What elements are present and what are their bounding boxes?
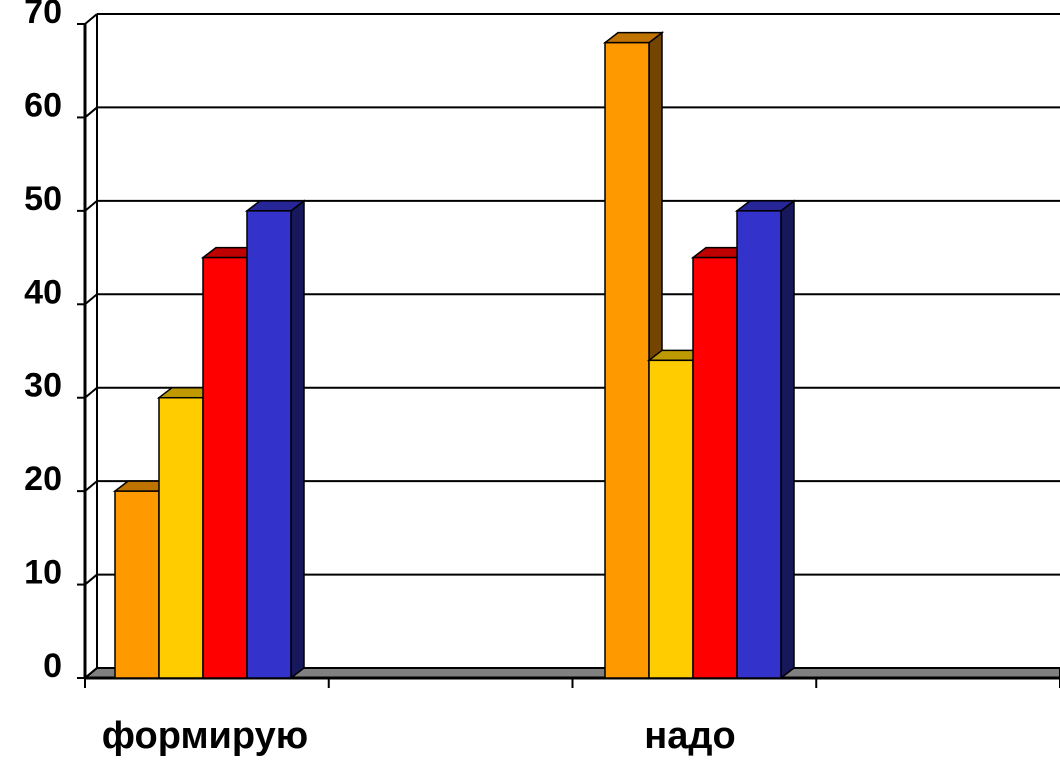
bar-front-face [692, 256, 738, 679]
bar-front-face [246, 210, 292, 679]
y-tick-label: 40 [24, 273, 62, 311]
bar-front-face [202, 256, 248, 679]
y-tick-label: 10 [24, 554, 62, 592]
bar-front-face [736, 210, 782, 679]
side-wall-tick-line [84, 480, 98, 492]
side-wall-tick-line [84, 13, 98, 25]
bars [112, 31, 797, 680]
y-tick-label: 20 [24, 460, 62, 498]
bar-front-face [648, 359, 694, 679]
y-tick-label: 60 [24, 86, 62, 124]
side-wall-tick-line [84, 293, 98, 306]
bar-front-face [114, 490, 160, 679]
y-tick-label: 50 [24, 180, 62, 218]
bar [244, 199, 307, 680]
bar-front-face [604, 41, 650, 679]
side-wall-tick-line [84, 106, 98, 119]
y-tick-label: 30 [24, 367, 62, 405]
bar [734, 199, 797, 680]
side-wall-tick-line [84, 667, 98, 679]
y-tick-label: 70 [24, 0, 62, 31]
side-wall-tick-line [84, 200, 98, 212]
y-tick-label: 0 [43, 647, 62, 685]
bar-side-face [780, 199, 795, 680]
x-category-label: формирую [102, 715, 308, 757]
bar-front-face [158, 396, 204, 679]
side-wall-tick-line [84, 573, 98, 586]
side-wall-tick-line [84, 386, 98, 399]
bar-side-face [290, 199, 305, 680]
x-category-label: надо [644, 715, 735, 757]
y-axis-tick-labels: 0 10 20 30 40 50 60 70 [24, 0, 62, 685]
x-axis-category-labels: формирую надо [102, 715, 736, 757]
